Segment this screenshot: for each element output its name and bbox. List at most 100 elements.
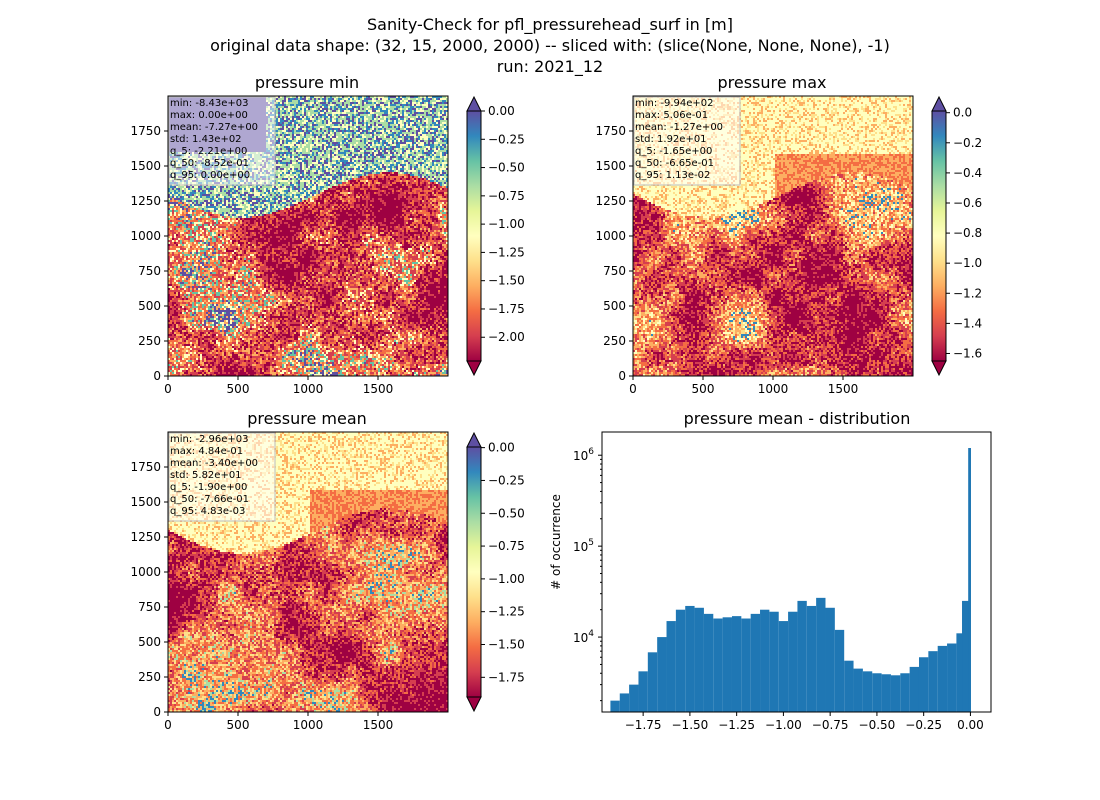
histogram-bar — [610, 700, 620, 712]
y-tick-label: 500 — [138, 299, 161, 313]
histogram-bar — [862, 671, 873, 712]
stats-line: min: -9.94e+02 — [635, 98, 714, 109]
histogram-bar — [881, 674, 891, 712]
y-tick-label: 1250 — [130, 194, 161, 208]
histogram-bar — [657, 637, 667, 712]
histogram-bar — [703, 613, 714, 712]
stats-line: max: 5.06e-01 — [635, 110, 708, 121]
histogram-bar — [675, 609, 686, 712]
stats-line: q_50: -7.66e-01 — [170, 494, 249, 505]
colorbar-tick-label: −1.4 — [953, 316, 982, 330]
colorbar-gradient — [932, 111, 946, 361]
x-tick-label: 500 — [227, 382, 250, 396]
colorbar-extend-top — [931, 95, 947, 112]
pressure-min-panel: pressure min 0 500 1000 1500 0 250 500 750 1000 1… — [130, 73, 524, 396]
colorbar-tick-label: 0.0 — [953, 106, 972, 120]
colorbar-tick-label: −0.50 — [488, 161, 525, 175]
y-tick-label: 104 — [573, 629, 594, 645]
histogram-bar — [937, 645, 948, 712]
histogram-bar — [741, 618, 751, 712]
histogram-panel: pressure mean - distribution −1.75 −1.50−… — [549, 409, 992, 732]
stats-line: q_5: -1.65e+00 — [635, 146, 712, 157]
colorbar-tick-label: −1.25 — [488, 605, 525, 619]
colorbar: 0.00 −0.25 −0.50 −0.75 −1.00 −1.25 −1.50 −1.75 −… — [466, 95, 525, 377]
colorbar-tick-label: −0.25 — [488, 132, 525, 146]
histogram-bar — [638, 671, 648, 712]
histogram-bar — [647, 652, 658, 712]
x-tick-label: 1500 — [828, 382, 859, 396]
y-tick-label: 1750 — [130, 124, 161, 138]
x-tick-label: 1000 — [293, 382, 324, 396]
histogram-bar — [797, 600, 807, 712]
histogram-bar — [694, 607, 704, 712]
colorbar-tick-label: −1.0 — [953, 256, 982, 270]
stats-box-background — [168, 96, 276, 186]
colorbar-tick-label: −0.75 — [488, 539, 525, 553]
y-tick-label: 1500 — [595, 159, 626, 173]
stats-line: q_95: 0.00e+00 — [170, 170, 250, 181]
y-tick-label: 250 — [138, 334, 161, 348]
y-tick-label: 1250 — [130, 530, 161, 544]
y-tick-label: 1500 — [130, 159, 161, 173]
y-tick-label: 0 — [153, 705, 161, 719]
y-tick-base: 10 — [573, 449, 588, 463]
colorbar: 0.0 −0.2 −0.4 −0.6 −0.8 −1.0 −1.2 −1.4 −1.6 — [931, 95, 982, 377]
y-tick-label: 500 — [138, 635, 161, 649]
histogram-bar — [947, 643, 957, 712]
colorbar-gradient — [467, 111, 481, 361]
y-tick-label: 1750 — [595, 124, 626, 138]
histogram-bar — [713, 618, 723, 712]
colorbar-tick-label: −0.4 — [953, 166, 982, 180]
histogram-bar — [918, 657, 929, 712]
x-tick-label: 1500 — [363, 718, 394, 732]
x-tick-label: −1.00 — [765, 718, 802, 732]
stats-line: q_95: 1.13e-02 — [635, 170, 710, 181]
colorbar-tick-label: −0.50 — [488, 506, 525, 520]
x-tick-label: −1.25 — [718, 718, 755, 732]
colorbar-gradient — [467, 447, 481, 697]
stats-line: std: 5.82e+01 — [170, 470, 242, 481]
y-tick-label: 750 — [603, 264, 626, 278]
pressure-mean-title: pressure mean — [247, 409, 367, 428]
y-tick-label: 250 — [138, 670, 161, 684]
colorbar-extend-bottom — [466, 696, 482, 713]
y-tick-label: 1000 — [130, 565, 161, 579]
colorbar-tick-label: −0.6 — [953, 196, 982, 210]
pressure-mean-panel: pressure mean 0 500 1000 1500 0 250 500 750 1000… — [130, 409, 524, 732]
y-tick-label: 106 — [573, 447, 594, 463]
colorbar-tick-label: −1.75 — [488, 670, 525, 684]
histogram-bar — [666, 621, 676, 712]
x-tick-label: 0 — [164, 718, 172, 732]
stats-line: q_5: -2.21e+00 — [170, 146, 247, 157]
histogram-bar — [685, 605, 695, 712]
histogram-bar — [816, 597, 826, 712]
x-tick-label: 500 — [227, 718, 250, 732]
colorbar-extend-top — [466, 431, 482, 448]
colorbar-tick-label: −1.75 — [488, 302, 525, 316]
x-tick-label: 1000 — [758, 382, 789, 396]
x-tick-label: −0.25 — [905, 718, 942, 732]
y-tick-label: 1000 — [130, 229, 161, 243]
x-tick-label: 0 — [629, 382, 637, 396]
colorbar-tick-label: −0.8 — [953, 226, 982, 240]
x-tick-label: −1.50 — [672, 718, 709, 732]
y-tick-label: 0 — [153, 369, 161, 383]
y-tick-label: 1250 — [595, 194, 626, 208]
colorbar-tick-label: 0.00 — [488, 441, 515, 455]
colorbar-tick-label: −2.00 — [488, 330, 525, 344]
stats-line: mean: -7.27e+00 — [170, 122, 258, 133]
figure-title-line-3: run: 2021_12 — [497, 57, 603, 77]
colorbar-tick-label: −1.25 — [488, 245, 525, 259]
stats-box-background — [168, 432, 276, 522]
x-tick-label: 500 — [692, 382, 715, 396]
stats-line: min: -8.43e+03 — [170, 98, 249, 109]
stats-line: mean: -3.40e+00 — [170, 458, 258, 469]
colorbar-extend-bottom — [931, 360, 947, 377]
histogram-bar — [788, 611, 798, 712]
y-tick-label: 105 — [573, 538, 594, 554]
y-tick-label: 750 — [138, 600, 161, 614]
y-tick-base: 10 — [573, 540, 588, 554]
